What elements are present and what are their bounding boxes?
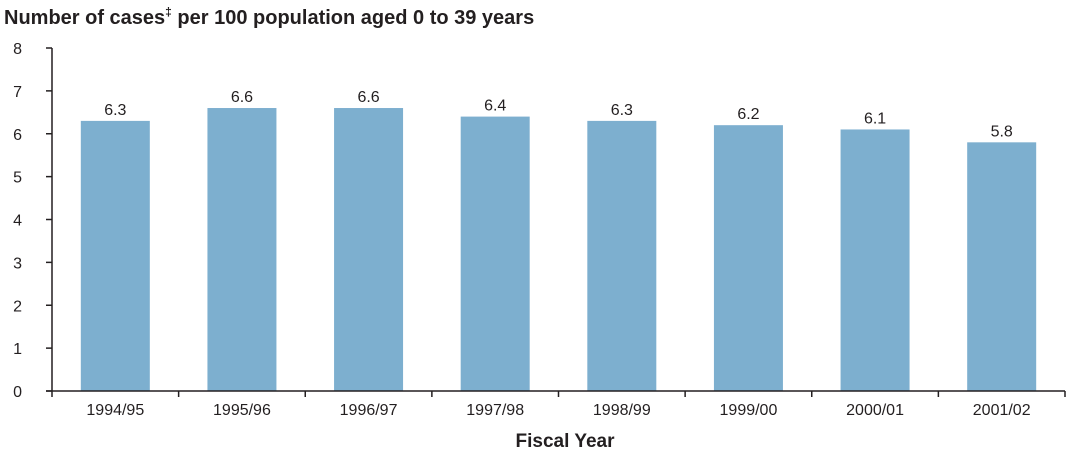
x-tick-label-1994-95: 1994/95: [86, 402, 144, 419]
x-tick-label-2000-01: 2000/01: [846, 402, 904, 419]
bar-1996-97: [334, 108, 404, 392]
data-label-1997-98: 6.4: [484, 98, 506, 115]
y-tick-label-7: 7: [13, 84, 22, 101]
data-label-1999-00: 6.2: [737, 106, 759, 123]
bar-1998-99: [587, 120, 657, 391]
bar-2001-02: [967, 142, 1037, 391]
x-tick-label-2001-02: 2001/02: [973, 402, 1031, 419]
x-tick-label-1999-00: 1999/00: [720, 402, 778, 419]
y-tick-label-6: 6: [13, 127, 22, 144]
data-label-1996-97: 6.6: [357, 89, 379, 106]
data-label-2000-01: 6.1: [864, 110, 886, 127]
x-tick-label-1996-97: 1996/97: [340, 402, 398, 419]
y-tick-label-1: 1: [13, 341, 22, 358]
x-tick-label-1995-96: 1995/96: [213, 402, 271, 419]
data-label-2001-02: 5.8: [991, 123, 1013, 140]
data-labels-group: 6.3 6.6 6.6 6.4 6.3 6.2 6.1 5.8: [104, 89, 1013, 140]
y-tick-label-5: 5: [13, 170, 22, 187]
bar-1999-00: [713, 125, 783, 392]
axes-group: 0 1 2 3 4 5 6 7 8 1994/95 1995/96 1996/97 1997/98 199…: [13, 41, 1066, 419]
y-tick-label-3: 3: [13, 255, 22, 272]
chart-title-main: Number of cases: [4, 7, 165, 29]
chart-title-suffix: per 100 population aged 0 to 39 years: [172, 7, 534, 29]
data-label-1995-96: 6.6: [231, 89, 253, 106]
x-axis-title: Fiscal Year: [516, 431, 616, 452]
bar-2000-01: [840, 129, 910, 391]
bar-1994-95: [80, 120, 150, 391]
chart-title: Number of cases‡ per 100 population aged…: [4, 5, 534, 29]
data-label-1994-95: 6.3: [104, 102, 126, 119]
y-tick-label-8: 8: [13, 41, 22, 58]
bars-group: [80, 108, 1037, 392]
bar-1997-98: [460, 116, 530, 391]
y-tick-label-2: 2: [13, 298, 22, 315]
chart-title-superscript: ‡: [165, 5, 172, 19]
data-label-1998-99: 6.3: [611, 102, 633, 119]
x-tick-label-1997-98: 1997/98: [466, 402, 524, 419]
x-tick-label-1998-99: 1998/99: [593, 402, 651, 419]
y-tick-label-0: 0: [13, 384, 22, 401]
bar-1995-96: [207, 108, 277, 392]
y-tick-label-4: 4: [13, 213, 22, 230]
